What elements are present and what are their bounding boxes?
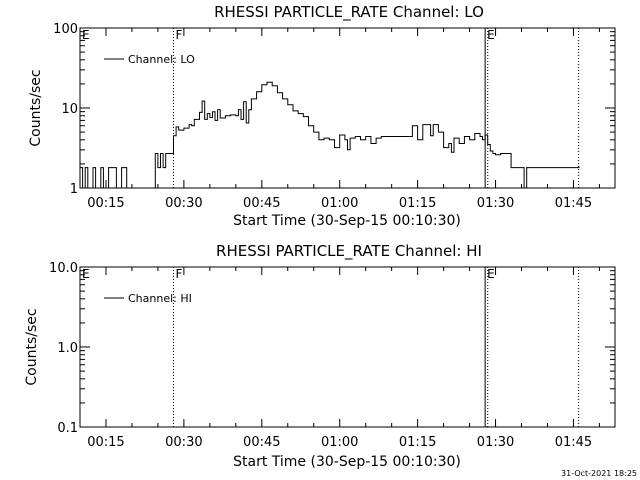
chart-title-lo: RHESSI PARTICLE_RATE Channel: LO [214,3,484,22]
x-tick-label-lo-6: 01:45 [555,196,592,211]
y-tick-label-hi-2: 10.0 [49,261,78,276]
x-tick-label-lo-5: 01:30 [477,196,514,211]
x-tick-label-lo-4: 01:15 [399,196,436,211]
marker-label-hi-0: F [175,267,182,281]
x-axis-label-hi: Start Time (30-Sep-15 00:10:30) [233,454,461,470]
x-tick-label-hi-3: 01:00 [321,435,358,450]
x-axis-label-lo: Start Time (30-Sep-15 00:10:30) [233,213,461,229]
y-tick-label-hi-0: 0.1 [57,421,78,436]
y-tick-label-hi-1: 1.0 [57,341,78,356]
tick-group-lo: 00:15 00:30 00:45 01:00 01:15 01:30 01:45 1 10 10… [53,22,615,211]
x-tick-label-hi-4: 01:15 [399,435,436,450]
x-tick-label-hi-0: 00:15 [87,435,124,450]
plot-frame-hi [79,266,616,428]
panel-lo: RHESSI PARTICLE_RATE Channel: LO Counts/… [28,3,616,229]
x-tick-label-hi-6: 01:45 [555,435,592,450]
y-axis-label-hi: Counts/sec [24,308,40,385]
x-tick-label-lo-0: 00:15 [87,196,124,211]
chart-title-hi: RHESSI PARTICLE_RATE Channel: HI [216,242,482,261]
tick-group-hi: 00:15 00:30 00:45 01:00 01:15 01:30 01:45 0.1 1.… [49,261,615,450]
edge-label-left-hi: E [82,267,90,281]
footer-timestamp: 31-Oct-2021 18:25 [561,469,637,478]
x-tick-label-hi-2: 00:45 [243,435,280,450]
x-tick-label-lo-3: 01:00 [321,196,358,211]
y-tick-label-lo-1: 10 [61,102,78,117]
x-tick-label-hi-5: 01:30 [477,435,514,450]
legend-label-lo: Channel: LO [128,53,195,66]
marker-label-hi-1: E [487,267,495,281]
marker-label-lo-1: E [487,28,495,42]
legend-label-hi: Channel: HI [128,292,192,305]
y-tick-label-lo-2: 100 [53,22,78,37]
x-tick-label-hi-1: 00:30 [165,435,202,450]
y-tick-label-lo-0: 1 [70,182,78,197]
y-axis-label-lo: Counts/sec [28,69,44,146]
edge-label-left-lo: E [82,28,90,42]
marker-label-lo-0: F [175,28,182,42]
x-tick-label-lo-1: 00:30 [165,196,202,211]
panel-hi: RHESSI PARTICLE_RATE Channel: HI Counts/… [24,242,616,470]
x-tick-label-lo-2: 00:45 [243,196,280,211]
series-line-lo [80,81,580,189]
